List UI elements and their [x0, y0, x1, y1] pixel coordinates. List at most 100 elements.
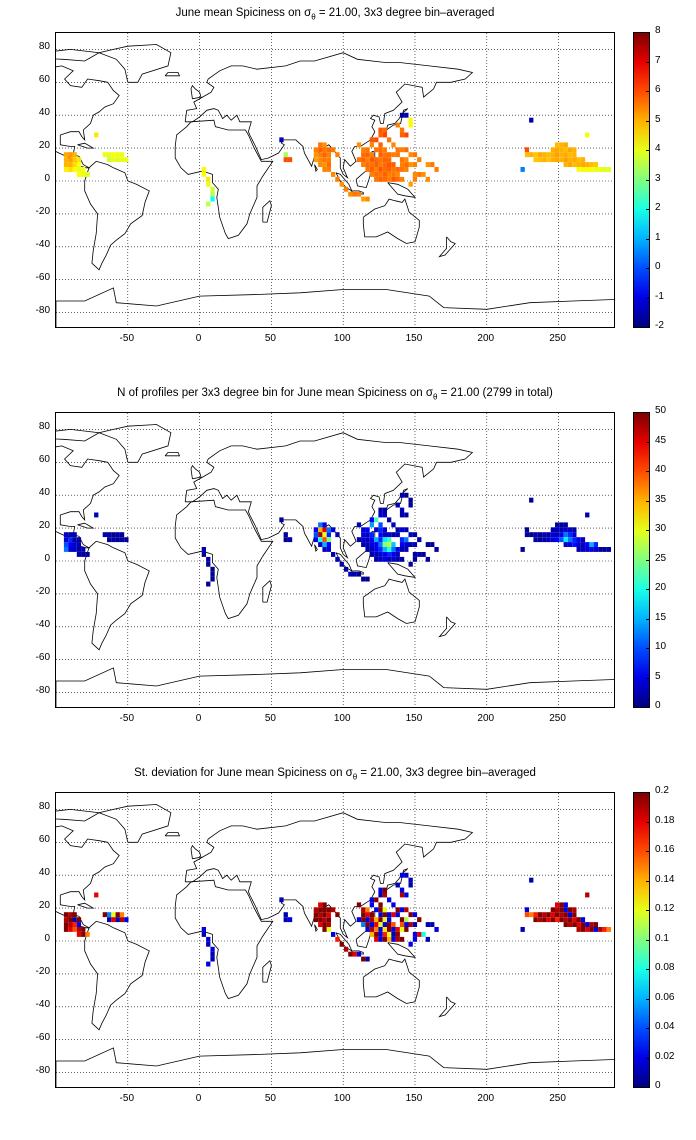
colorbar-tick-mark [646, 32, 650, 33]
map-plot-area[interactable] [55, 32, 615, 328]
data-bin-cell [369, 917, 374, 923]
data-bin-cell [68, 917, 73, 923]
data-bin-cell [387, 532, 392, 538]
data-bin-cell [417, 917, 422, 923]
data-bin-cell [81, 552, 86, 557]
data-bin-cell [369, 537, 374, 543]
data-bin-cell [365, 917, 370, 923]
coastline-north-america [56, 445, 120, 549]
data-bin-cell [81, 167, 86, 172]
data-bin-cell [322, 162, 327, 167]
data-bin-cell [399, 917, 405, 923]
data-bin-cell [399, 922, 405, 927]
map-plot-area[interactable] [55, 792, 615, 1088]
data-bin-cell [283, 532, 288, 538]
data-bin-cell [313, 537, 318, 543]
data-bin-cell [399, 872, 405, 878]
data-bin-cell [550, 152, 555, 158]
data-bin-cell [391, 172, 396, 177]
data-bin-cell [115, 152, 120, 158]
coastline-arctic-islands [56, 428, 101, 442]
y-tick-label: -20 [35, 585, 50, 597]
x-tick-label: 150 [405, 713, 423, 724]
data-bin-cell [395, 552, 400, 557]
coastline-south-america [84, 160, 150, 271]
y-tick-label: 60 [38, 834, 50, 846]
data-bin-cell [391, 932, 396, 937]
colorbar-tick-label: 20 [655, 582, 667, 593]
data-bin-cell [63, 162, 69, 167]
data-bin-cell [356, 191, 362, 197]
data-bin-cell [378, 512, 383, 518]
data-bin-cell [430, 542, 435, 547]
data-bin-cell [378, 932, 383, 937]
data-bin-cell [365, 532, 370, 538]
colorbar-tick-mark [646, 91, 650, 92]
data-bin-cell [563, 142, 568, 148]
data-bin-cell [81, 932, 86, 937]
data-bin-cell [107, 157, 112, 163]
data-bin-cell [404, 112, 409, 118]
colorbar-tick-label: 2 [655, 202, 661, 213]
data-bin-cell [210, 946, 215, 952]
data-bin-cell [210, 576, 215, 582]
coastline-madagascar [262, 959, 272, 983]
coastline-cuba [77, 522, 95, 529]
coastline-greenland [97, 424, 172, 463]
data-bin-cell [382, 532, 387, 538]
coastline-australia [362, 578, 420, 624]
colorbar-tick-label: 6 [655, 84, 661, 95]
data-bin-cell [378, 552, 383, 557]
data-bin-cell [365, 542, 370, 547]
data-bin-cell [399, 147, 405, 153]
data-bin-cell [580, 537, 586, 543]
data-bin-cell [352, 951, 357, 957]
data-bin-cell [322, 157, 327, 163]
data-bin-cell [404, 492, 409, 498]
data-bin-cell [563, 907, 568, 913]
data-bin-cell [68, 532, 73, 538]
data-bin-cell [326, 167, 331, 172]
data-bin-cell [76, 172, 82, 177]
colorbar-tick-label: 5 [655, 670, 661, 682]
data-bin-cell [348, 951, 353, 957]
data-bin-cell [546, 152, 551, 158]
map-plot-area[interactable] [55, 412, 615, 708]
data-bin-cell [533, 157, 538, 163]
data-bin-cell [425, 176, 430, 182]
data-bin-cell [111, 532, 116, 538]
data-bin-cell [119, 917, 125, 923]
coastline-new-zealand [438, 616, 456, 638]
data-bin-cell [542, 912, 547, 918]
data-bin-cell [63, 157, 69, 163]
data-bin-cell [374, 517, 379, 523]
data-bin-cell [378, 902, 383, 908]
data-bin-cell [63, 537, 69, 543]
data-bin-cell [408, 877, 413, 883]
data-bin-cell [94, 892, 99, 898]
data-bin-cell [572, 907, 577, 913]
data-bin-cell [210, 186, 215, 192]
data-bin-cell [102, 532, 107, 538]
data-bin-cell [361, 537, 366, 543]
data-bin-cell [404, 547, 409, 552]
y-tick-label: -40 [35, 618, 50, 630]
data-bin-cell [576, 157, 581, 163]
data-bin-cell [524, 907, 530, 913]
data-bin-cell [68, 157, 73, 163]
data-bin-cell [585, 922, 590, 927]
data-bin-cell [111, 537, 116, 543]
colorbar-tick-mark [646, 792, 650, 793]
data-bin-cell [313, 917, 318, 923]
data-bin-cell [533, 532, 538, 538]
data-bin-cell [524, 912, 530, 918]
data-bin-cell [322, 547, 327, 552]
data-bin-cell [412, 542, 418, 547]
data-bin-cell [524, 152, 530, 158]
data-bin-cell [206, 941, 211, 947]
data-bin-cell [580, 927, 586, 932]
data-bin-cell [369, 902, 374, 908]
colorbar-tick-mark [646, 209, 650, 210]
data-bin-cell [563, 542, 568, 547]
y-tick-label: 0 [44, 173, 50, 184]
